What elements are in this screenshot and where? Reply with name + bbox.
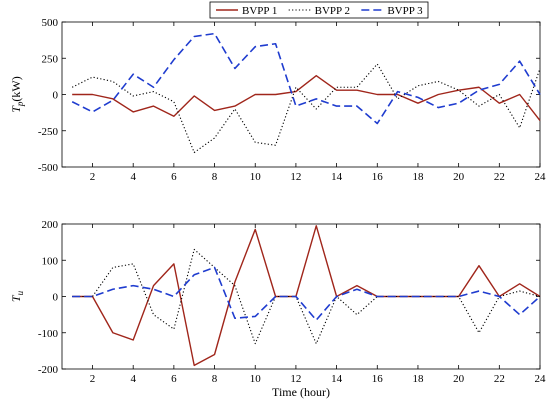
bottom-y-tick-label-200: 200: [42, 219, 59, 231]
bottom-y-axis-title: Tu: [9, 290, 25, 302]
top-x-axis: 2 4 6 8 10 12 14 16 18 20 22 24: [90, 22, 546, 183]
bottom-x-tick-label-12: 12: [290, 373, 301, 385]
bottom-y-tick-label-100: 100: [42, 255, 59, 267]
bottom-y-axis-title-main: T: [9, 294, 23, 302]
top-y-tick-label-500: 500: [42, 17, 59, 29]
bottom-series-line-bvpp-1: [72, 225, 541, 367]
top-series-line-bvpp-2: [71, 63, 541, 154]
top-series-line-bvpp-3: [71, 32, 541, 125]
bottom-x-tick-label-6: 6: [171, 373, 177, 385]
bottom-x-tick-label-10: 10: [250, 373, 262, 385]
bottom-series: [72, 225, 541, 367]
legend-box: [209, 1, 429, 19]
legend-label-bvpp-1: BVPP 1: [242, 5, 277, 17]
legend: BVPP 1 BVPP 2 BVPP 3: [209, 1, 429, 19]
top-x-tick-label-24: 24: [535, 171, 547, 183]
legend-items: BVPP 1 BVPP 2 BVPP 3: [216, 5, 423, 17]
bottom-y-axis-title-sub: u: [15, 290, 25, 295]
bottom-x-axis-title: Time (hour): [272, 385, 330, 399]
top-x-tick-label-22: 22: [494, 171, 505, 183]
bottom-y-tick-label-0: 0: [53, 292, 59, 304]
bottom-x-tick-label-22: 22: [494, 373, 505, 385]
top-y-axis-title: Tp(kW): [9, 76, 25, 113]
legend-label-bvpp-3: BVPP 3: [387, 5, 423, 17]
bottom-y-axis: -200 -100 0 100 200: [38, 219, 540, 376]
bottom-y-tick-label-200: -200: [38, 364, 59, 376]
top-x-tick-label-18: 18: [412, 171, 424, 183]
bottom-x-tick-label-14: 14: [331, 373, 343, 385]
bottom-y-tick-label-100: -100: [38, 328, 59, 340]
top-x-tick-label-4: 4: [130, 171, 136, 183]
top-x-tick-label-8: 8: [212, 171, 218, 183]
top-x-tick-label-14: 14: [331, 171, 343, 183]
bottom-x-tick-label-2: 2: [90, 373, 96, 385]
bottom-x-tick-label-4: 4: [130, 373, 136, 385]
top-y-tick-label-250: 250: [42, 53, 59, 65]
top-x-tick-label-20: 20: [453, 171, 465, 183]
top-y-tick-label-0: 0: [53, 90, 59, 102]
bottom-x-tick-label-20: 20: [453, 373, 465, 385]
top-x-tick-label-10: 10: [250, 171, 262, 183]
legend-label-bvpp-2: BVPP 2: [315, 5, 350, 17]
bottom-x-tick-label-8: 8: [212, 373, 218, 385]
bottom-x-tick-label-16: 16: [372, 373, 384, 385]
top-x-tick-label-12: 12: [290, 171, 301, 183]
bottom-series-line-bvpp-3: [72, 266, 541, 321]
top-y-axis-title-main: T: [9, 105, 23, 113]
top-x-tick-label-6: 6: [171, 171, 177, 183]
bottom-x-tick-label-24: 24: [535, 373, 547, 385]
top-x-tick-label-16: 16: [372, 171, 384, 183]
bottom-x-tick-label-18: 18: [412, 373, 424, 385]
top-y-axis-title-sub: p: [15, 101, 25, 107]
top-series-line-bvpp-1: [72, 74, 541, 122]
top-x-tick-label-2: 2: [90, 171, 96, 183]
bottom-x-axis: 2 4 6 8 10 12 14 16 18 20 22 24: [90, 224, 546, 385]
top-y-axis-title-unit: (kW): [9, 76, 23, 101]
top-y-tick-label-250: -250: [38, 126, 59, 138]
top-y-tick-label-500: -500: [38, 162, 59, 174]
top-series: [71, 32, 541, 154]
